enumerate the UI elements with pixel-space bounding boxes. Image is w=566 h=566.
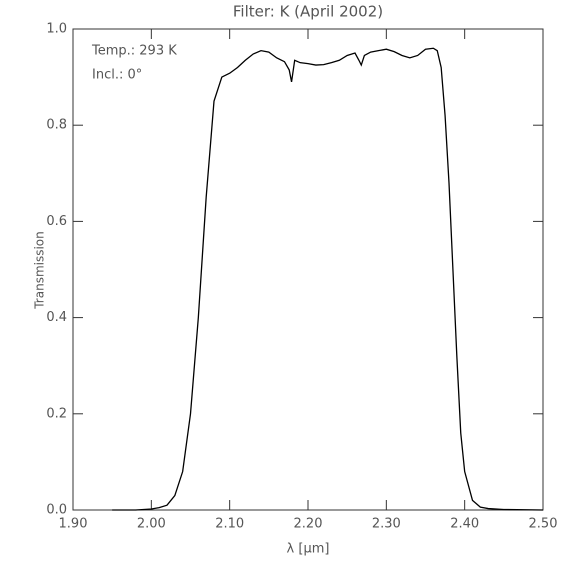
y-tick-label: 0.8 (46, 118, 67, 133)
x-tick-label: 2.10 (215, 517, 244, 532)
annotation: Temp.: 293 K (91, 44, 177, 59)
y-tick-label: 0.4 (46, 310, 67, 325)
x-tick-label: 2.30 (372, 517, 401, 532)
x-tick-label: 2.40 (450, 517, 479, 532)
y-tick-label: 0.2 (46, 406, 67, 421)
x-tick-label: 1.90 (59, 517, 88, 532)
annotation: Incl.: 0° (92, 68, 142, 83)
x-tick-label: 2.20 (294, 517, 323, 532)
transmission-curve (112, 47, 544, 511)
y-tick-label: 1.0 (46, 22, 67, 37)
plot-frame (72, 28, 544, 511)
y-axis-label: Transmission (33, 231, 47, 310)
chart-title: Filter: K (April 2002) (233, 3, 383, 21)
x-tick-label: 2.50 (529, 517, 558, 532)
y-tick-label: 0.6 (46, 214, 67, 229)
y-tick-label: 0.0 (46, 503, 67, 518)
x-tick-label: 2.00 (137, 517, 166, 532)
x-axis-label: λ [μm] (287, 542, 330, 557)
